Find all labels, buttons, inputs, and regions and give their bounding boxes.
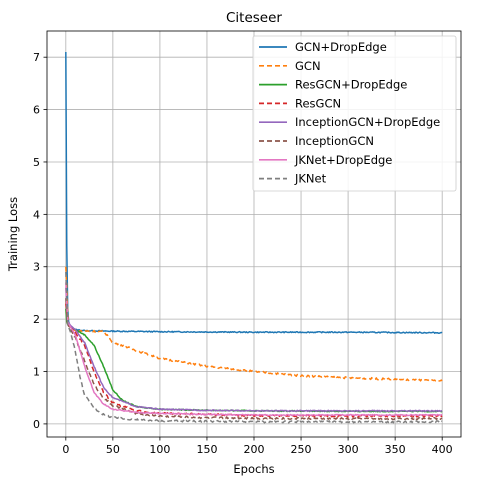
y-tick-label: 7: [33, 51, 40, 64]
x-tick-label: 200: [244, 443, 265, 456]
x-tick-label: 50: [106, 443, 120, 456]
series-line-4: [65, 287, 443, 413]
legend-box: [252, 35, 457, 192]
legend-label: JKNet+DropEdge: [294, 153, 392, 167]
legend-label: InceptionGCN: [295, 134, 374, 148]
y-tick-label: 2: [33, 313, 40, 326]
series-line-1: [65, 266, 443, 382]
y-tick-label: 6: [33, 104, 40, 117]
x-tick-label: 150: [196, 443, 217, 456]
legend: GCN+DropEdge GCN ResGCN+DropEdge ResGCN Ince…: [252, 35, 457, 192]
y-tick-label: 3: [33, 261, 40, 274]
x-tick-label: 400: [432, 443, 453, 456]
x-tick-label: 350: [385, 443, 406, 456]
x-tick-label: 300: [338, 443, 359, 456]
legend-label: JKNet: [294, 172, 327, 186]
y-tick-label: 1: [33, 366, 40, 379]
y-tick-label: 0: [33, 418, 40, 431]
axis-ticks: 0 50 100 150 200 250 300 350 400 0 1 2 3 4 5 6 7: [33, 51, 453, 456]
series-lines: [65, 51, 443, 424]
x-tick-label: 250: [291, 443, 312, 456]
y-axis-label: Training Loss: [6, 197, 20, 272]
y-tick-label: 4: [33, 208, 40, 221]
legend-label: ResGCN+DropEdge: [295, 78, 407, 92]
series-line-7: [65, 271, 443, 424]
series-line-6: [65, 282, 443, 417]
x-tick-label: 0: [62, 443, 69, 456]
series-line-0: [65, 51, 443, 334]
legend-label: ResGCN: [295, 96, 341, 110]
legend-label: GCN: [295, 59, 321, 73]
legend-label: GCN+DropEdge: [295, 40, 387, 54]
y-tick-label: 5: [33, 156, 40, 169]
x-tick-label: 100: [149, 443, 170, 456]
chart-title: Citeseer: [226, 10, 282, 26]
legend-label: InceptionGCN+DropEdge: [295, 115, 440, 129]
x-axis-label: Epochs: [233, 462, 274, 476]
